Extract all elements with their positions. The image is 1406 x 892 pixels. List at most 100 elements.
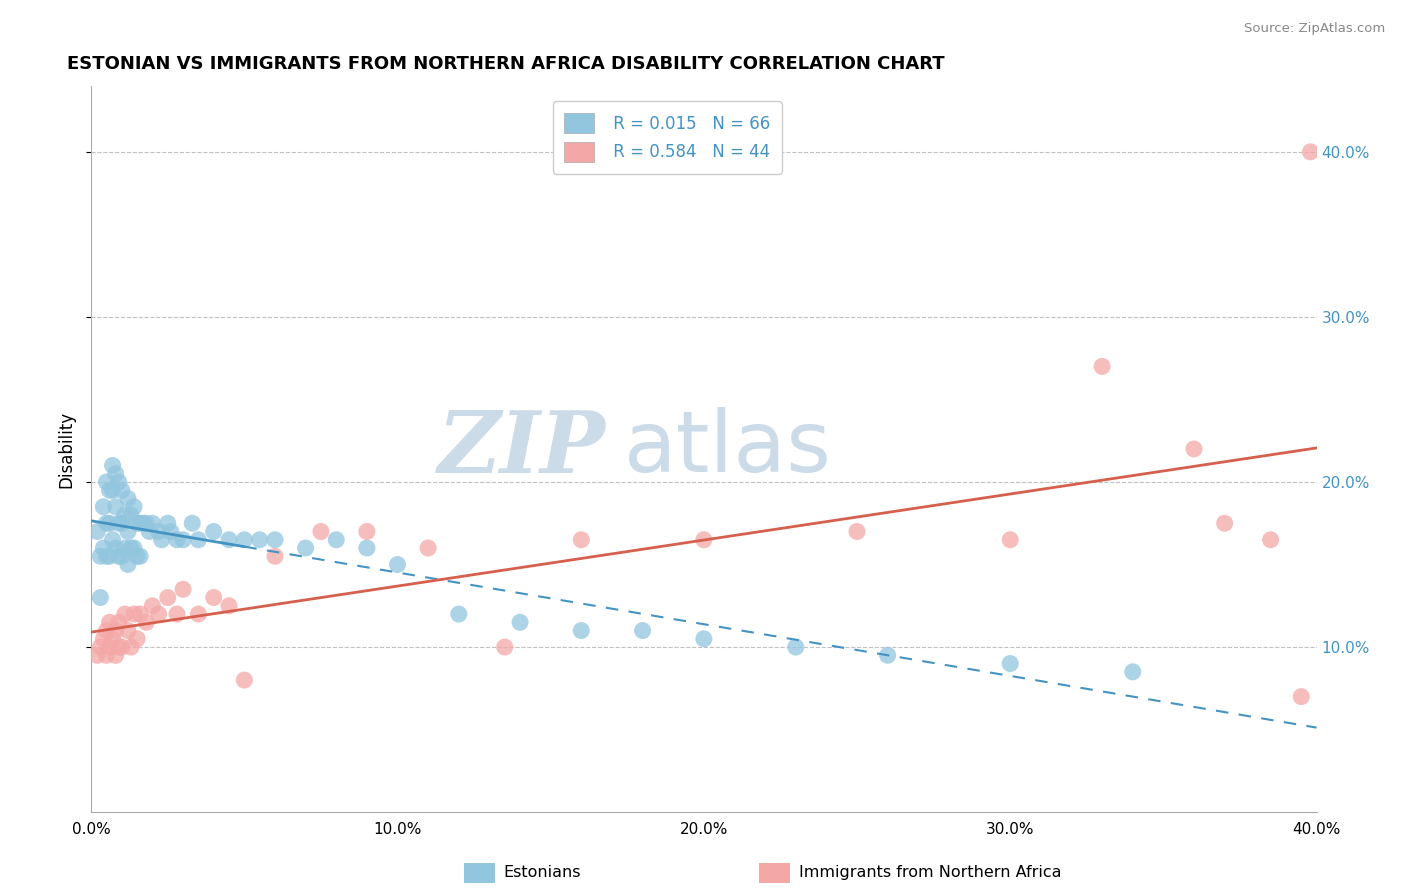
Point (218, 533, 240, 547)
Point (93, 632, 115, 646)
Point (325, 533, 347, 547)
Point (107, 549, 129, 564)
Point (107, 475, 129, 489)
Point (172, 533, 194, 547)
Point (218, 599, 240, 613)
Point (96, 475, 118, 489)
Point (104, 541, 127, 555)
Point (127, 516, 149, 531)
Point (148, 524, 170, 539)
Point (101, 632, 124, 646)
Point (104, 624, 127, 638)
Point (264, 533, 287, 547)
Text: Immigrants from Northern Africa: Immigrants from Northern Africa (799, 865, 1062, 880)
Point (89, 549, 111, 564)
Point (159, 524, 181, 539)
Point (122, 607, 145, 621)
Point (166, 533, 188, 547)
Point (104, 467, 127, 481)
Point (89, 640, 111, 654)
Point (166, 607, 188, 621)
Point (447, 607, 470, 621)
Point (120, 508, 142, 522)
Point (156, 591, 179, 605)
Point (1299, 145, 1322, 159)
Point (785, 640, 807, 654)
Point (96, 549, 118, 564)
Point (117, 558, 139, 572)
Point (141, 599, 163, 613)
Point (129, 516, 152, 531)
Point (998, 533, 1021, 547)
Text: Source: ZipAtlas.com: Source: ZipAtlas.com (1244, 22, 1385, 36)
Point (141, 516, 163, 531)
Point (1091, 359, 1114, 374)
Point (98, 516, 121, 531)
Point (233, 533, 256, 547)
Point (122, 500, 145, 514)
Point (111, 483, 134, 498)
Point (129, 549, 152, 564)
Point (148, 607, 170, 621)
Point (1182, 442, 1205, 456)
Point (117, 491, 139, 506)
Point (107, 615, 129, 630)
Point (138, 524, 160, 539)
Point (631, 624, 654, 638)
Point (264, 549, 287, 564)
Point (181, 516, 204, 531)
Point (135, 516, 157, 531)
Point (86, 524, 108, 539)
Point (93, 541, 115, 555)
Point (107, 516, 129, 531)
Point (117, 524, 139, 539)
Point (86, 648, 108, 663)
Point (114, 541, 136, 555)
Point (202, 524, 225, 539)
Point (93, 500, 115, 514)
Point (127, 549, 149, 564)
Point (1289, 690, 1312, 704)
Point (117, 624, 139, 638)
Point (127, 632, 149, 646)
Point (120, 541, 142, 555)
Point (693, 533, 716, 547)
Point (111, 640, 134, 654)
Point (249, 533, 271, 547)
Point (96, 648, 118, 663)
Text: Estonians: Estonians (503, 865, 581, 880)
Point (356, 541, 378, 555)
Y-axis label: Disability: Disability (58, 410, 75, 488)
Point (494, 640, 516, 654)
Point (998, 657, 1021, 671)
Point (129, 607, 152, 621)
Point (101, 458, 124, 473)
Point (356, 524, 378, 539)
Point (172, 582, 194, 597)
Point (96, 516, 118, 531)
Point (569, 533, 592, 547)
Point (294, 541, 316, 555)
Point (96, 624, 118, 638)
Point (104, 648, 127, 663)
Point (1213, 516, 1236, 531)
Point (114, 508, 136, 522)
Point (187, 607, 209, 621)
Point (89, 591, 111, 605)
Point (202, 591, 225, 605)
Point (569, 624, 592, 638)
Legend:  R = 0.015   N = 66,  R = 0.584   N = 44: R = 0.015 N = 66, R = 0.584 N = 44 (553, 102, 782, 174)
Point (693, 632, 716, 646)
Point (114, 607, 136, 621)
Point (122, 541, 145, 555)
Text: ESTONIAN VS IMMIGRANTS FROM NORTHERN AFRICA DISABILITY CORRELATION CHART: ESTONIAN VS IMMIGRANTS FROM NORTHERN AFR… (66, 55, 945, 73)
Point (187, 533, 209, 547)
Point (98, 549, 121, 564)
Point (98, 483, 121, 498)
Point (418, 541, 440, 555)
Point (101, 483, 124, 498)
Point (150, 533, 173, 547)
Point (98, 615, 121, 630)
Point (98, 640, 121, 654)
Point (111, 516, 134, 531)
